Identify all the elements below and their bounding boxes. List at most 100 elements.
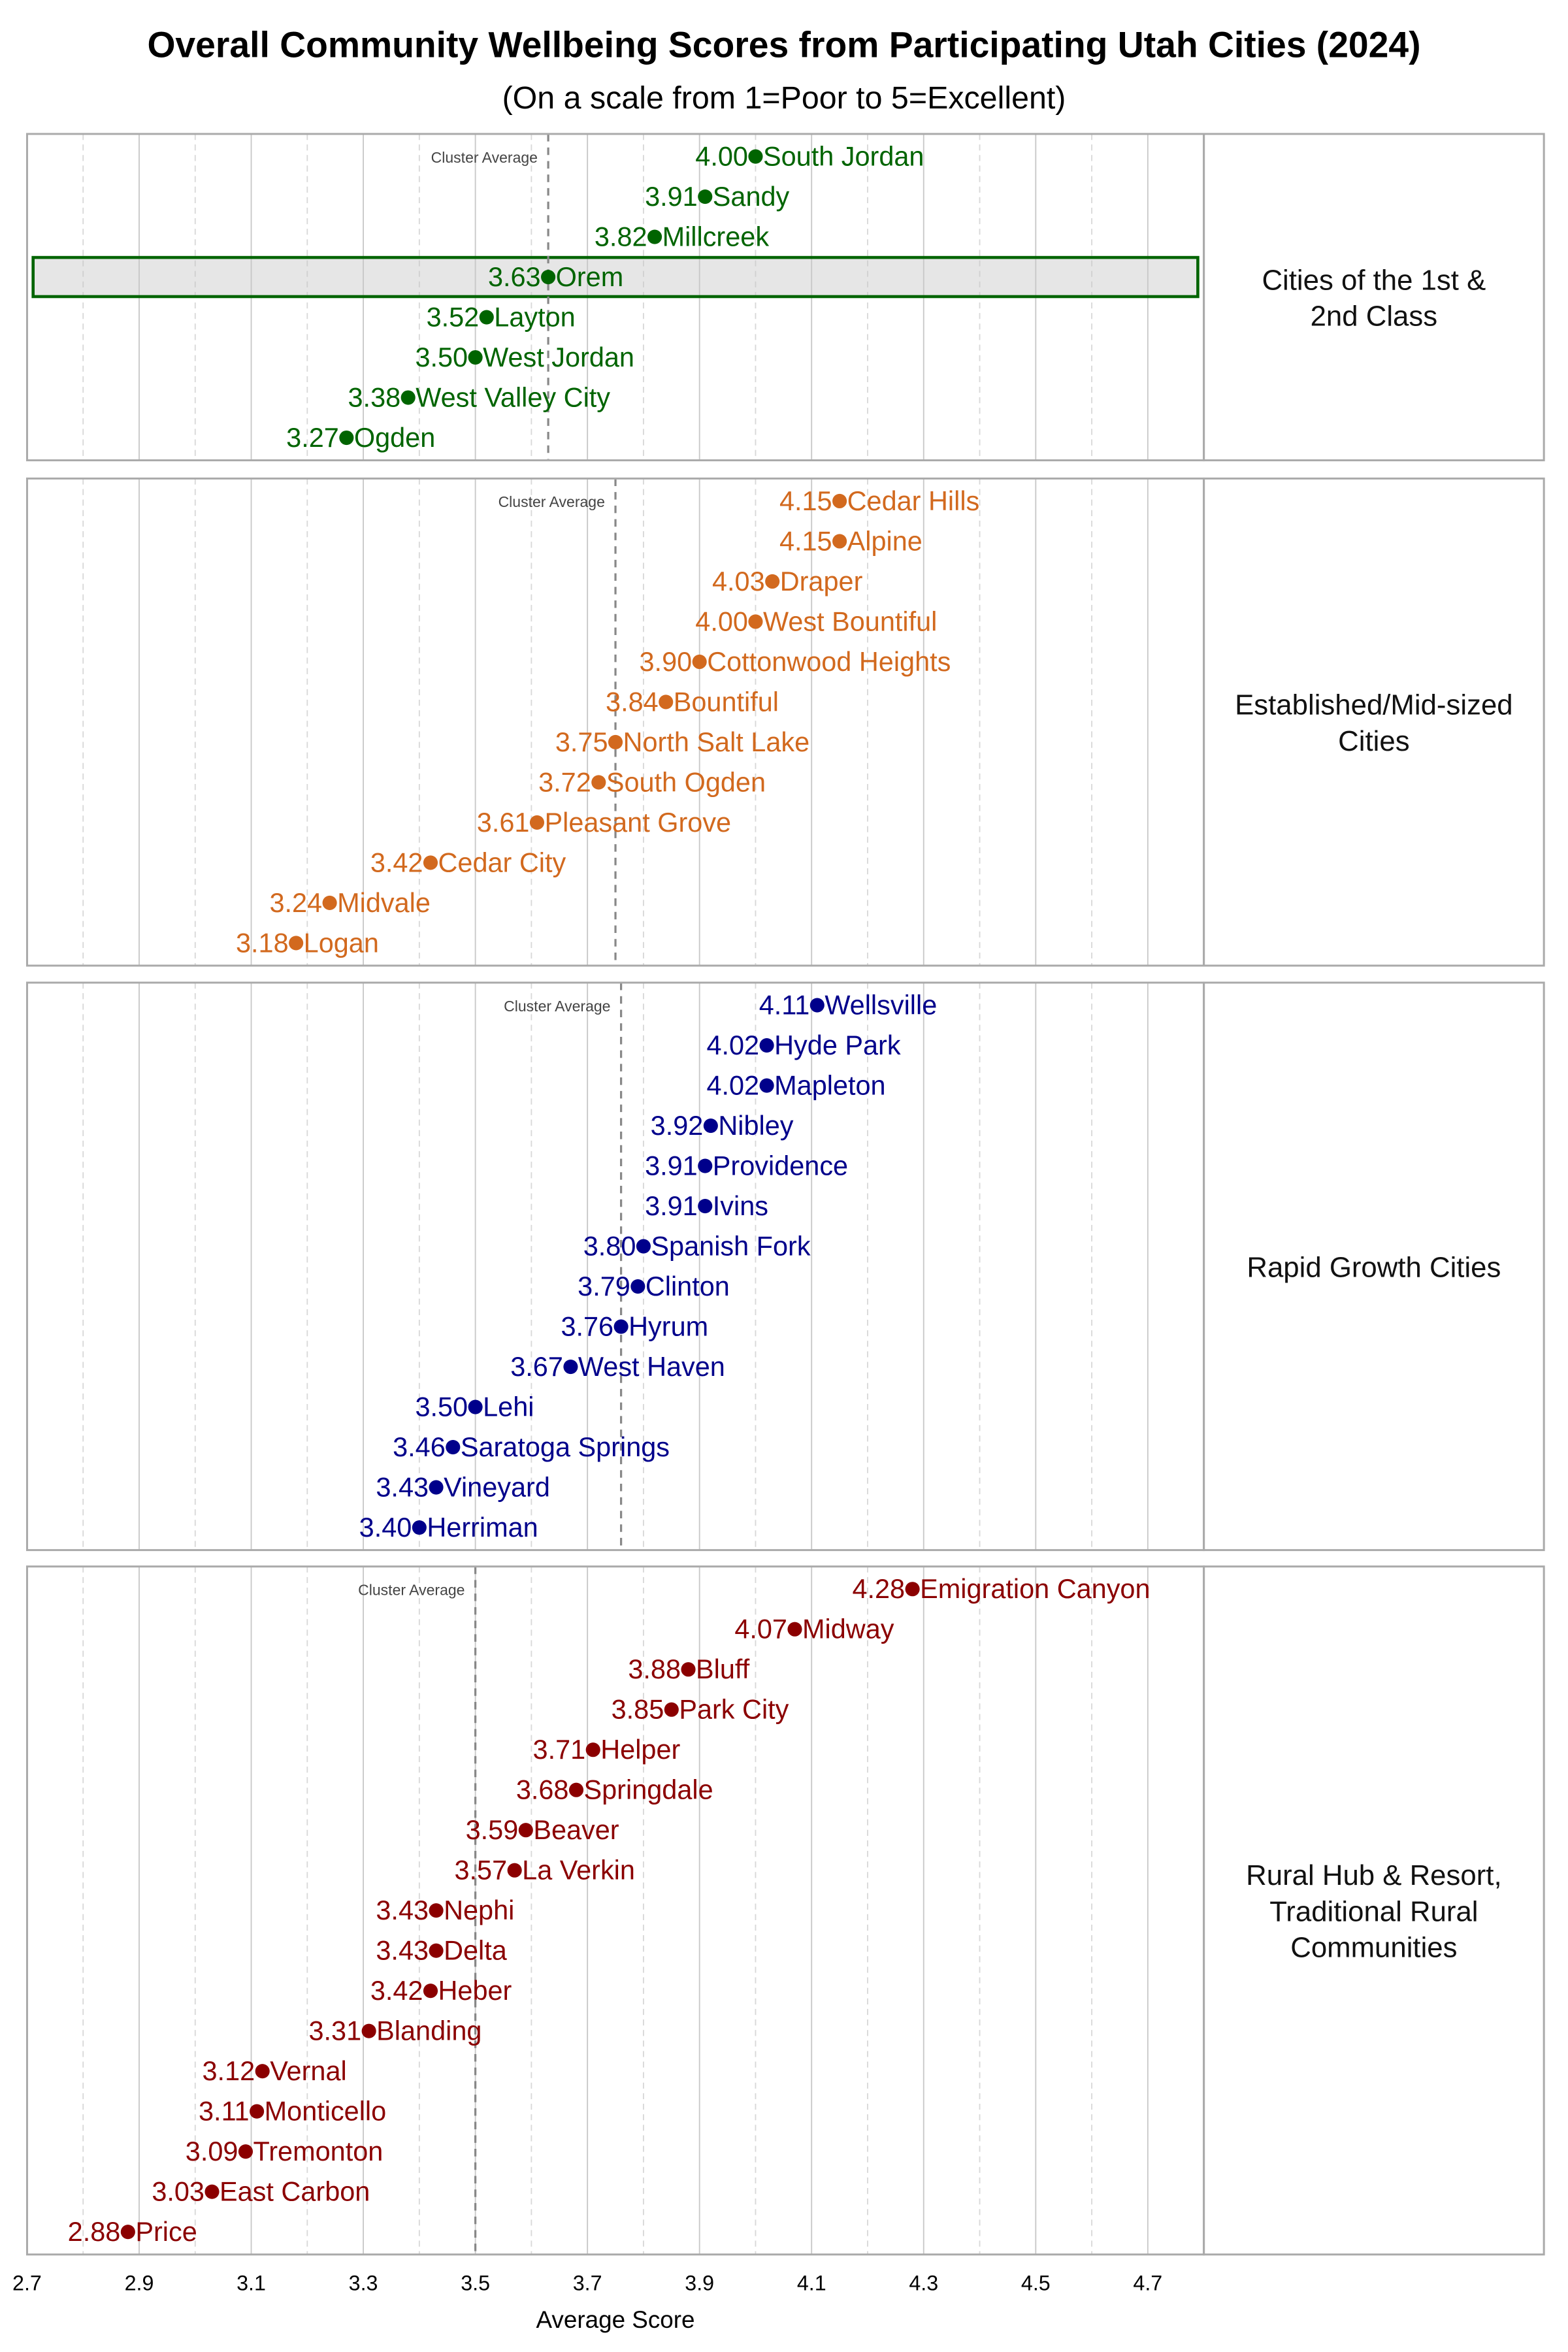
value-label: 3.18	[236, 927, 289, 958]
city-label: Heber	[438, 1975, 512, 2006]
data-point	[787, 1622, 802, 1637]
city-label: Springdale	[584, 1774, 713, 1805]
value-label: 3.79	[578, 1271, 630, 1301]
data-point	[832, 534, 847, 549]
value-label: 3.38	[348, 382, 401, 412]
data-point	[698, 189, 713, 204]
value-label: 3.42	[370, 847, 423, 877]
data-point	[322, 895, 337, 911]
data-point	[809, 998, 825, 1013]
data-point	[659, 694, 674, 710]
cluster-average-label: Cluster Average	[504, 998, 610, 1015]
city-label: Clinton	[645, 1271, 730, 1301]
value-label: 3.68	[516, 1774, 569, 1805]
city-label: Park City	[679, 1694, 789, 1725]
panel-border	[25, 981, 1205, 1552]
data-point	[468, 1399, 483, 1414]
facet-label: Rural Hub & Resort,	[1246, 1859, 1501, 1891]
facet-label: 2nd Class	[1311, 301, 1438, 333]
city-label: Lehi	[483, 1391, 534, 1422]
city-label: West Valley City	[416, 382, 610, 412]
data-point	[289, 936, 304, 951]
x-tick-label: 3.5	[461, 2272, 490, 2295]
city-label: Orem	[556, 261, 624, 292]
city-label: Pleasant Grove	[544, 807, 731, 838]
city-label: North Salt Lake	[623, 727, 810, 757]
data-point	[446, 1439, 461, 1455]
facet-label: Communities	[1290, 1932, 1457, 1964]
data-point	[429, 1903, 444, 1918]
city-label: Delta	[444, 1935, 508, 1966]
x-tick-label: 3.9	[685, 2272, 714, 2295]
data-point	[429, 1480, 444, 1495]
value-label: 3.42	[370, 1975, 423, 2006]
city-label: West Bountiful	[763, 606, 937, 636]
data-point	[412, 1520, 427, 1535]
value-label: 4.11	[759, 989, 810, 1020]
data-point	[120, 2225, 135, 2240]
value-label: 3.50	[415, 1391, 468, 1422]
city-label: Bountiful	[674, 686, 779, 717]
data-point	[468, 350, 483, 365]
data-point	[664, 1702, 679, 1717]
value-label: 3.88	[628, 1654, 681, 1684]
data-point	[250, 2104, 265, 2119]
facet-label: Established/Mid-sized	[1235, 689, 1513, 721]
data-point	[692, 654, 707, 670]
value-label: 3.46	[393, 1431, 446, 1462]
city-label: Cedar Hills	[847, 485, 980, 516]
x-tick-label: 3.1	[237, 2272, 266, 2295]
cluster-average-label: Cluster Average	[431, 149, 538, 166]
value-label: 3.31	[308, 2016, 361, 2046]
data-point	[748, 614, 763, 629]
highlight-box	[31, 255, 1200, 299]
value-label: 3.52	[427, 301, 480, 332]
city-label: Logan	[304, 927, 379, 958]
value-label: 2.88	[68, 2216, 121, 2247]
city-label: Midway	[802, 1614, 894, 1644]
data-point	[339, 430, 354, 446]
panel-1: Cluster Average 4.15 Cedar Hills 4.15 Alpine…	[25, 477, 1545, 967]
city-label: Ogden	[354, 422, 435, 453]
data-point	[703, 1119, 718, 1134]
data-point	[759, 1038, 774, 1053]
city-label: La Verkin	[522, 1855, 635, 1886]
value-label: 3.71	[533, 1734, 586, 1765]
value-label: 4.15	[779, 485, 832, 516]
city-label: Wellsville	[825, 989, 937, 1020]
data-point	[400, 390, 416, 405]
value-label: 3.50	[415, 342, 468, 372]
value-label: 3.11	[199, 2096, 250, 2127]
data-point	[681, 1662, 696, 1677]
value-label: 3.09	[186, 2136, 238, 2166]
value-label: 3.57	[454, 1855, 507, 1886]
value-label: 3.85	[612, 1694, 664, 1725]
value-label: 3.76	[561, 1311, 613, 1341]
facet-label: Traditional Rural	[1269, 1895, 1478, 1927]
value-label: 3.27	[286, 422, 339, 453]
data-point	[204, 2184, 220, 2199]
value-label: 3.92	[651, 1110, 704, 1141]
value-label: 3.40	[359, 1512, 412, 1543]
x-tick-label: 2.9	[125, 2272, 154, 2295]
data-point	[479, 310, 494, 325]
data-point	[429, 1943, 444, 1958]
city-label: South Jordan	[763, 140, 924, 171]
value-label: 4.28	[852, 1573, 905, 1604]
city-label: West Haven	[578, 1351, 725, 1382]
value-label: 3.72	[538, 766, 591, 797]
value-label: 3.67	[510, 1351, 563, 1382]
facet-strip	[1203, 981, 1545, 1552]
value-label: 3.59	[466, 1814, 519, 1845]
facet-strip	[1203, 133, 1545, 462]
value-label: 4.03	[712, 566, 765, 596]
value-label: 3.12	[203, 2055, 255, 2086]
panel-3: Cluster Average 4.28 Emigration Canyon 4.07…	[25, 1565, 1545, 2256]
city-label: Bluff	[696, 1654, 750, 1684]
data-point	[518, 1823, 533, 1838]
data-point	[507, 1863, 522, 1878]
data-point	[759, 1078, 774, 1093]
x-axis: 2.7 2.9 3.1 3.3 3.5 3.7 3.9 4.1 4.3 4.5 4.7	[12, 2272, 1162, 2295]
data-point	[613, 1319, 629, 1334]
data-point	[698, 1158, 713, 1173]
